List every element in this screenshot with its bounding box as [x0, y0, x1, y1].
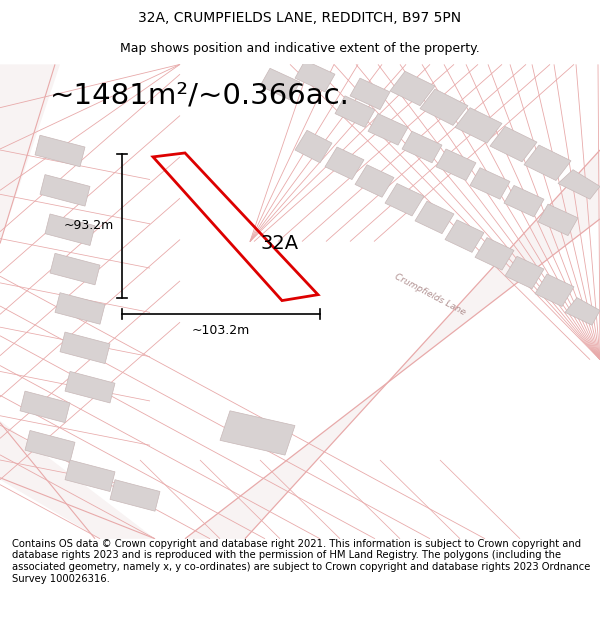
Polygon shape — [185, 150, 600, 539]
Polygon shape — [35, 135, 85, 167]
Polygon shape — [368, 114, 408, 145]
Text: ~1481m²/~0.366ac.: ~1481m²/~0.366ac. — [50, 81, 350, 109]
Polygon shape — [490, 126, 537, 162]
Text: 32A: 32A — [261, 234, 299, 253]
Text: Contains OS data © Crown copyright and database right 2021. This information is : Contains OS data © Crown copyright and d… — [12, 539, 590, 584]
Text: ~103.2m: ~103.2m — [192, 324, 250, 338]
Polygon shape — [0, 64, 60, 244]
Polygon shape — [335, 96, 375, 128]
Polygon shape — [260, 68, 300, 100]
Polygon shape — [504, 186, 544, 217]
Polygon shape — [436, 149, 476, 181]
Polygon shape — [420, 89, 468, 126]
Polygon shape — [20, 391, 70, 422]
Polygon shape — [65, 460, 115, 491]
Polygon shape — [415, 201, 454, 234]
Polygon shape — [524, 145, 571, 181]
Polygon shape — [535, 274, 574, 306]
Polygon shape — [45, 214, 95, 246]
Polygon shape — [325, 147, 364, 179]
Polygon shape — [470, 168, 510, 199]
Text: 32A, CRUMPFIELDS LANE, REDDITCH, B97 5PN: 32A, CRUMPFIELDS LANE, REDDITCH, B97 5PN — [139, 11, 461, 25]
Polygon shape — [455, 107, 502, 143]
Polygon shape — [355, 165, 394, 198]
Polygon shape — [220, 411, 295, 455]
Polygon shape — [295, 131, 332, 162]
Polygon shape — [538, 204, 578, 236]
Polygon shape — [445, 220, 484, 253]
Polygon shape — [110, 480, 160, 511]
Polygon shape — [505, 256, 544, 289]
Polygon shape — [40, 174, 90, 206]
Polygon shape — [60, 332, 110, 364]
Polygon shape — [25, 431, 75, 462]
Polygon shape — [475, 238, 514, 270]
Polygon shape — [350, 78, 390, 109]
Polygon shape — [558, 169, 600, 199]
Polygon shape — [402, 131, 442, 162]
Polygon shape — [390, 71, 435, 106]
Polygon shape — [0, 421, 155, 539]
Polygon shape — [295, 61, 335, 92]
Text: Crumpfields Lane: Crumpfields Lane — [393, 272, 467, 318]
Polygon shape — [50, 253, 100, 285]
Polygon shape — [565, 298, 600, 325]
Polygon shape — [55, 292, 105, 324]
Polygon shape — [385, 184, 424, 216]
Text: Map shows position and indicative extent of the property.: Map shows position and indicative extent… — [120, 42, 480, 55]
Polygon shape — [65, 371, 115, 403]
Text: ~93.2m: ~93.2m — [64, 219, 114, 232]
